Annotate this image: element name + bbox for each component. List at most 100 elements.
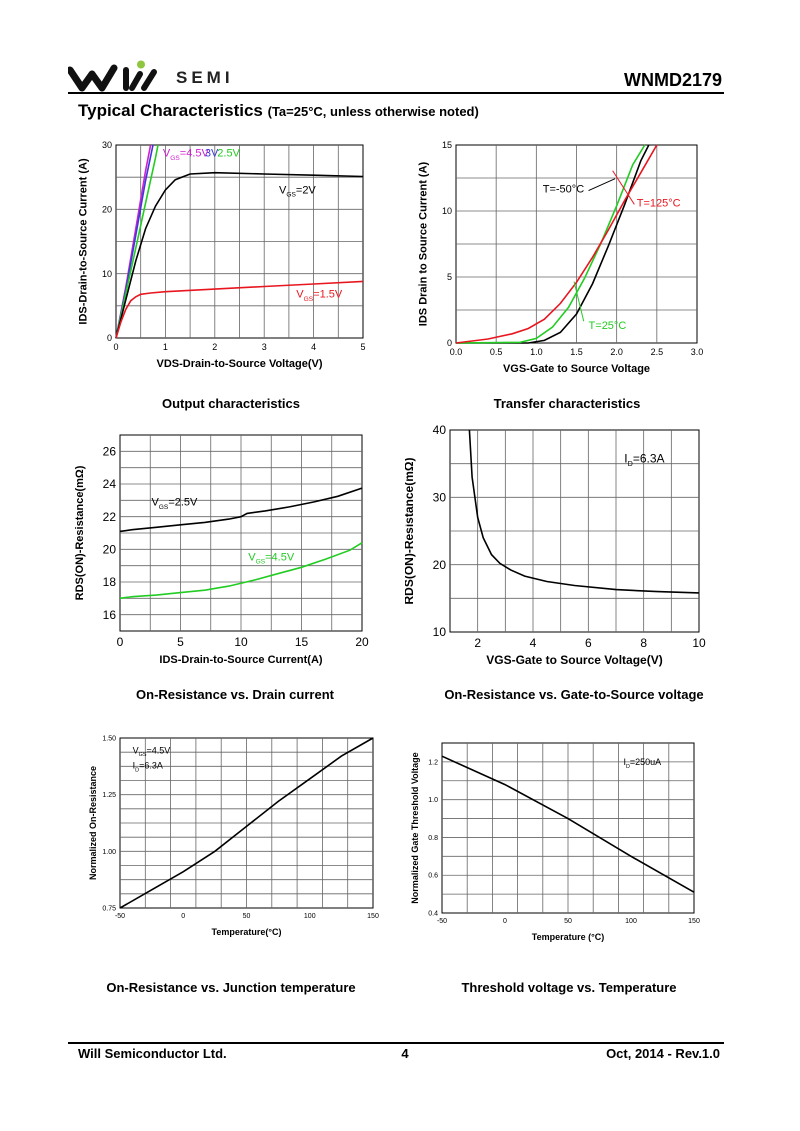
- x-tick-label: 1.5: [570, 347, 583, 357]
- norm-rds-vs-temp-chart: -50 0 50 100 150 0.75 1.00 1.25 1.50 VGS=4.5V ID=6…: [88, 735, 379, 937]
- x-tick-label: 150: [367, 913, 379, 920]
- x-tick-label: 5: [177, 635, 184, 649]
- x-tick-label: 100: [625, 918, 637, 925]
- series-line-id-250ua: [441, 755, 695, 893]
- section-title-text: Typical Characteristics: [78, 101, 263, 120]
- series-line-t-50-c: [456, 144, 650, 344]
- x-tick-label: 2.5: [651, 347, 664, 357]
- pointer-arrow: [612, 170, 635, 205]
- y-tick-label: 1.2: [428, 759, 438, 766]
- rds-vs-id-chart: 0 5 10 15 20 16 18 20 22 24 26 VGS=2.5V VGS=4.5V IDS-…: [74, 434, 369, 666]
- y-tick-label: 18: [103, 575, 117, 589]
- x-axis-label: Temperature(°C): [212, 927, 282, 937]
- y-tick-label: 24: [103, 477, 117, 491]
- caption-output: Output characteristics: [162, 396, 300, 411]
- caption-transfer: Transfer characteristics: [493, 396, 641, 411]
- pointer-arrow: [588, 178, 616, 191]
- x-tick-label: 1.0: [530, 347, 543, 357]
- y-tick-label: 10: [442, 206, 452, 216]
- x-tick-label: -50: [115, 913, 125, 920]
- brand-text: SEMI: [176, 68, 234, 87]
- vth-vs-temp-chart: -50 0 50 100 150 0.4 0.6 0.8 1.0 1.2 ID=250uA Tempe…: [410, 742, 700, 942]
- series-label: VGS=2.5V: [151, 497, 198, 511]
- rds-vs-vgs-chart: 2 4 6 8 10 10 20 30 40 ID=6.3A VGS-Gate to Source …: [405, 423, 706, 667]
- series-line-vgs-1-5v: [115, 280, 364, 339]
- x-axis-label: VGS-Gate to Source Voltage: [503, 363, 650, 375]
- footer-rule: [68, 1042, 724, 1044]
- y-tick-label: 0.75: [102, 905, 116, 912]
- x-tick-label: 50: [243, 913, 251, 920]
- y-tick-label: 26: [103, 445, 117, 459]
- y-tick-label: 1.25: [102, 792, 116, 799]
- x-tick-label: -50: [437, 918, 447, 925]
- caption-rds-vs-vgs: On-Resistance vs. Gate-to-Source voltage: [444, 687, 704, 702]
- series-line-vgs-4-5v: [119, 542, 363, 600]
- series-line-id-6-3a: [468, 429, 700, 594]
- caption-rds-vs-temp: On-Resistance vs. Junction temperature: [106, 980, 356, 995]
- series-label: VGS=2V: [279, 184, 316, 198]
- y-tick-label: 0: [107, 333, 112, 343]
- x-tick-label: 0: [181, 913, 185, 920]
- series-label: ID=6.3A: [133, 761, 163, 774]
- x-tick-label: 5: [360, 342, 365, 352]
- x-tick-label: 50: [564, 918, 572, 925]
- y-tick-label: 22: [103, 510, 117, 524]
- part-number: WNMD2179: [623, 70, 722, 90]
- y-tick-label: 10: [102, 269, 112, 279]
- series-label: ID=6.3A: [624, 451, 664, 468]
- x-axis-label: VDS-Drain-to-Source Voltage(V): [156, 358, 322, 370]
- header-rule: [68, 92, 724, 94]
- x-tick-label: 4: [311, 342, 316, 352]
- section-note: (Ta=25°C, unless otherwise noted): [267, 104, 479, 119]
- pointer-arrow: [573, 281, 585, 322]
- x-axis-label: IDS-Drain-to-Source Current(A): [159, 654, 323, 666]
- footer-company: Will Semiconductor Ltd.: [78, 1046, 227, 1061]
- x-tick-label: 2: [474, 636, 481, 650]
- logo-green-dot: [137, 60, 145, 69]
- series-line-vgs-4-5v-id-6-3a: [119, 737, 374, 909]
- y-tick-label: 20: [433, 558, 447, 572]
- x-tick-label: 20: [355, 635, 369, 649]
- x-tick-label: 0.5: [490, 347, 503, 357]
- y-tick-label: 1.50: [102, 735, 116, 742]
- footer-page: 4: [401, 1046, 409, 1061]
- y-tick-label: 30: [433, 491, 447, 505]
- y-tick-label: 5: [447, 272, 452, 282]
- y-axis-label: IDS-Drain-to-Source Current (A): [78, 158, 90, 325]
- x-tick-label: 0: [117, 635, 124, 649]
- x-tick-label: 2: [212, 342, 217, 352]
- x-tick-label: 10: [692, 636, 706, 650]
- y-tick-label: 10: [433, 625, 447, 639]
- y-tick-label: 20: [103, 543, 117, 557]
- y-axis-label: RDS(ON)-Resistance(mΩ): [405, 458, 416, 605]
- x-tick-label: 1: [163, 342, 168, 352]
- y-tick-label: 40: [433, 423, 447, 437]
- x-tick-label: 8: [640, 636, 647, 650]
- will-semi-logo: [68, 60, 157, 92]
- x-tick-label: 100: [304, 913, 316, 920]
- section-title: Typical Characteristics (Ta=25°C, unless…: [78, 101, 479, 121]
- x-tick-label: 4: [530, 636, 537, 650]
- caption-vth-vs-temp: Threshold voltage vs. Temperature: [461, 980, 677, 995]
- series-label: VGS=4.5V: [248, 551, 295, 565]
- series-line-vgs-2-5v: [119, 487, 363, 533]
- x-tick-label: 3.0: [691, 347, 704, 357]
- series-line-vgs-2v: [115, 171, 364, 339]
- series-label: ID=250uA: [623, 757, 661, 770]
- x-tick-label: 10: [234, 635, 248, 649]
- y-tick-label: 1.00: [102, 849, 116, 856]
- series-line-t-125-c: [455, 144, 658, 344]
- series-label: VGS=4.5V: [133, 745, 171, 758]
- series-label: T=125°C: [637, 197, 681, 209]
- transfer-characteristics-chart: 0.0 0.5 1.0 1.5 2.0 2.5 3.0 0 5 10 15 T=-50°C T=125°…: [418, 140, 704, 375]
- caption-rds-vs-id: On-Resistance vs. Drain current: [136, 687, 334, 702]
- y-tick-label: 20: [102, 204, 112, 214]
- y-tick-label: 30: [102, 140, 112, 150]
- series-label: VGS=4.5V: [163, 148, 210, 162]
- y-axis-label: Normalized On-Resistance: [88, 766, 98, 880]
- x-tick-label: 0: [503, 918, 507, 925]
- x-axis-label: VGS-Gate to Source Voltage(V): [486, 653, 662, 667]
- series-label: VGS=1.5V: [296, 288, 343, 302]
- y-tick-label: 0: [447, 338, 452, 348]
